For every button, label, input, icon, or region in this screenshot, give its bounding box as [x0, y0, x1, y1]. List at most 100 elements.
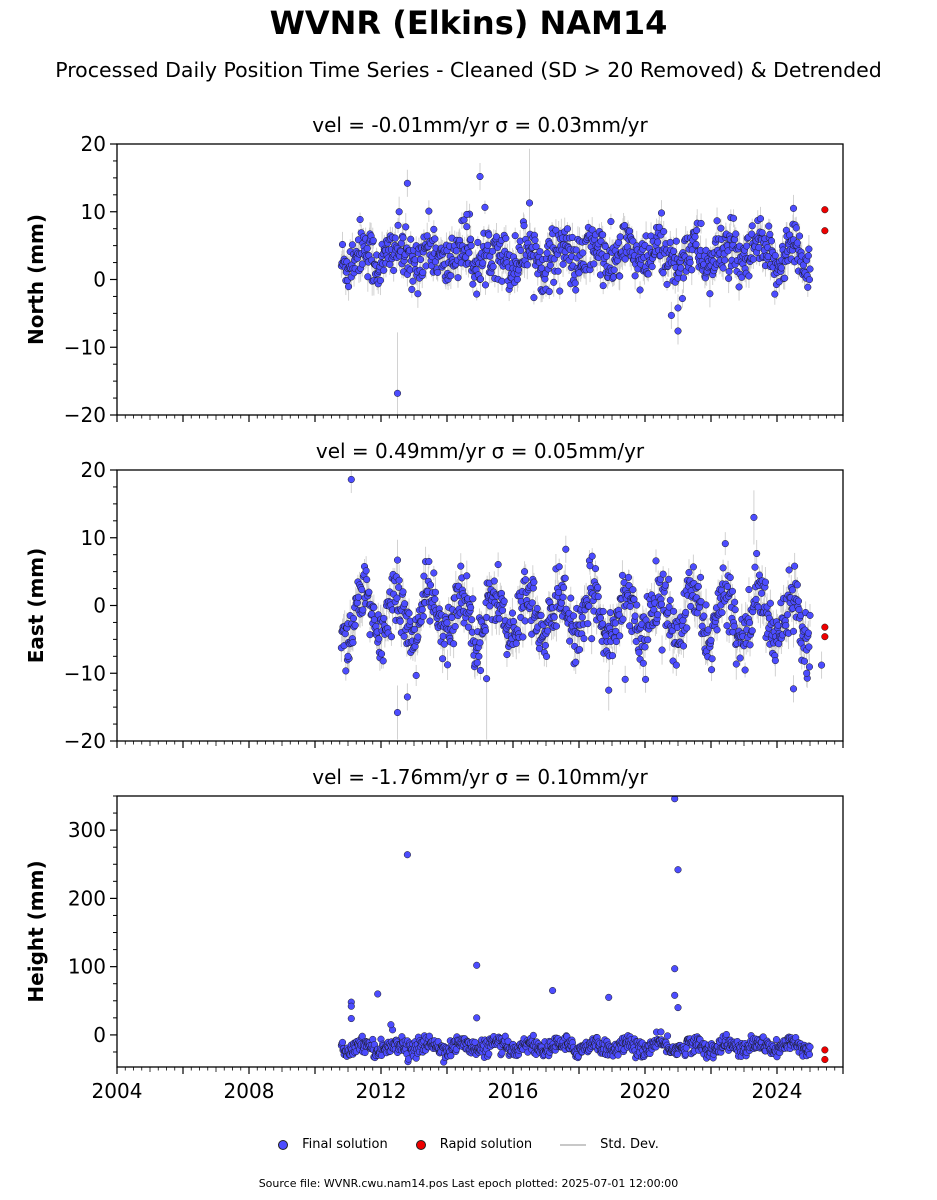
final-solution-point [591, 565, 600, 573]
final-solution-point [758, 589, 766, 597]
final-solution-point [434, 268, 442, 277]
final-solution-point [556, 287, 564, 295]
final-solution-point [348, 241, 356, 249]
ytick-label: 0 [93, 268, 106, 292]
final-solution-point [666, 596, 674, 604]
final-solution-point [766, 230, 774, 238]
final-solution-point [588, 552, 596, 560]
final-solution-point [552, 622, 561, 630]
final-solution-point [743, 242, 751, 250]
final-solution-point [674, 304, 682, 312]
final-solution-point [652, 557, 660, 565]
final-solution-point [431, 588, 440, 596]
final-solution-point [426, 581, 435, 589]
final-solution-point [805, 276, 814, 284]
final-solution-point [805, 245, 813, 253]
final-solution-point [523, 261, 531, 269]
final-solution-point [644, 636, 652, 644]
ytick-label: −10 [64, 335, 106, 359]
final-solution-point [566, 637, 574, 645]
final-solution-point [781, 274, 789, 282]
final-solution-point [347, 475, 355, 484]
final-solution-point [541, 641, 550, 649]
final-solution-point [499, 606, 507, 614]
final-solution-point [708, 655, 716, 663]
final-solution-point [369, 236, 377, 245]
final-solution-point [654, 238, 662, 246]
final-solution-point [380, 614, 388, 622]
final-solution-point [405, 609, 413, 617]
final-solution-point [533, 604, 541, 613]
final-solution-point [599, 607, 607, 616]
final-solution-point [393, 594, 401, 602]
rapid-solution-point [821, 633, 829, 641]
final-solution-point [412, 671, 420, 680]
final-solution-point [358, 260, 366, 268]
final-solution-point [588, 226, 596, 234]
final-solution-point [685, 568, 693, 577]
final-solution-point [485, 231, 493, 239]
final-solution-point [805, 663, 814, 671]
ytick-label: 10 [81, 200, 106, 224]
final-solution-point [713, 626, 721, 634]
final-solution-point [546, 261, 554, 269]
final-solution-point [476, 172, 484, 181]
final-solution-point [700, 612, 708, 620]
final-solution-point [650, 606, 658, 614]
final-solution-point [517, 246, 525, 254]
final-solution-point [657, 600, 666, 608]
final-solution-point [665, 575, 673, 583]
final-solution-point [607, 217, 615, 226]
final-solution-point [626, 227, 634, 235]
final-solution-point [362, 567, 370, 575]
final-solution-point [414, 633, 422, 641]
final-solution-point [351, 621, 359, 629]
final-solution-point [485, 1050, 493, 1058]
final-solution-point [571, 279, 579, 287]
final-solution-point [468, 616, 476, 624]
final-solution-point [725, 274, 733, 282]
final-solution-point [655, 223, 663, 231]
final-solution-point [354, 593, 363, 601]
final-solution-point [635, 648, 643, 656]
final-solution-point [464, 623, 473, 631]
final-solution-point [659, 570, 667, 578]
final-solution-point [430, 225, 438, 233]
final-solution-point [500, 597, 508, 605]
final-solution-point [795, 606, 803, 614]
final-solution-point [451, 622, 459, 631]
final-solution-point [756, 215, 765, 223]
final-solution-point [594, 583, 602, 592]
final-solution-point [588, 635, 596, 643]
final-solution-point [793, 581, 801, 589]
final-solution-point [532, 243, 540, 251]
final-solution-point [745, 272, 753, 280]
final-solution-point [687, 602, 695, 611]
final-solution-point [393, 708, 402, 717]
final-solution-point [394, 221, 402, 229]
final-solution-point [654, 611, 662, 619]
ytick-label: 20 [81, 458, 106, 482]
final-solution-point [719, 264, 727, 272]
final-solution-point [788, 586, 796, 594]
final-solution-point [731, 606, 739, 614]
final-solution-point [599, 620, 607, 628]
final-solution-point [408, 285, 416, 293]
final-solution-point [477, 666, 485, 675]
ytick-label: −10 [64, 661, 106, 685]
final-solution-point [818, 661, 826, 669]
final-solution-point [439, 632, 447, 640]
final-solution-point [730, 214, 738, 222]
final-solution-point [563, 225, 572, 233]
final-solution-point [572, 658, 580, 666]
final-solution-point [418, 606, 426, 614]
plot-area [337, 796, 829, 1066]
final-solution-point [396, 617, 404, 625]
final-solution-point [447, 272, 455, 280]
final-solution-point [356, 215, 364, 224]
final-solution-point [411, 625, 419, 633]
final-solution-point [728, 587, 737, 595]
final-solution-point [806, 611, 814, 619]
final-solution-point [448, 613, 456, 622]
final-solution-point [489, 263, 497, 271]
